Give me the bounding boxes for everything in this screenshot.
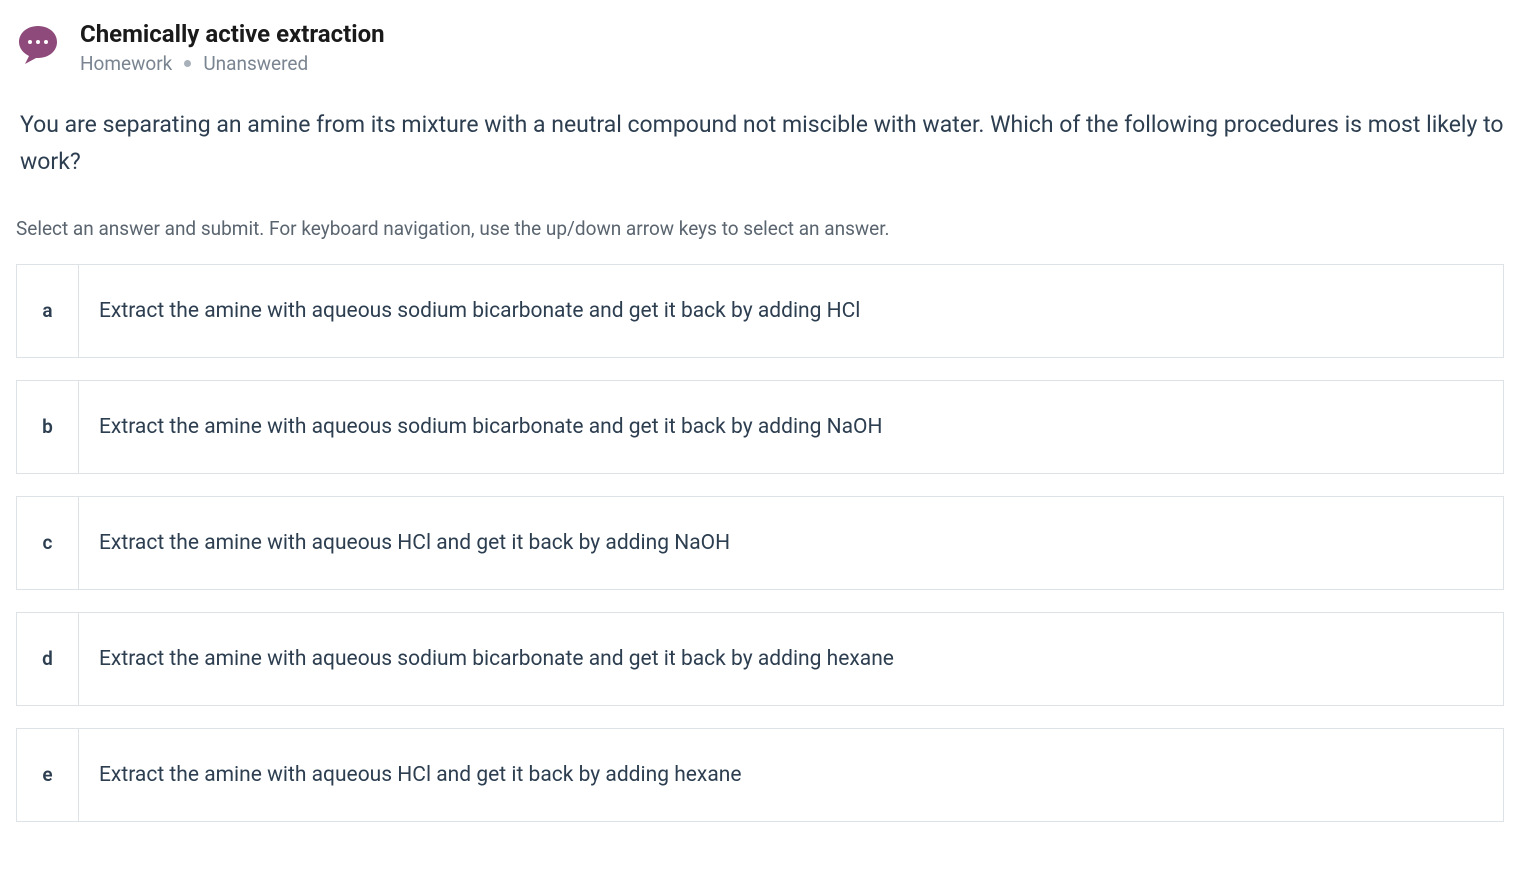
answer-instruction: Select an answer and submit. For keyboar… xyxy=(16,217,1504,240)
answer-text: Extract the amine with aqueous sodium bi… xyxy=(79,265,1503,357)
question-title: Chemically active extraction xyxy=(80,20,385,48)
answer-option-e[interactable]: e Extract the amine with aqueous HCl and… xyxy=(16,728,1504,822)
question-category: Homework xyxy=(80,52,172,75)
question-header: Chemically active extraction Homework Un… xyxy=(16,20,1504,75)
answer-letter: e xyxy=(17,729,79,821)
answer-text: Extract the amine with aqueous HCl and g… xyxy=(79,729,1503,821)
question-meta: Homework Unanswered xyxy=(80,52,385,75)
question-status: Unanswered xyxy=(203,52,308,75)
answer-option-c[interactable]: c Extract the amine with aqueous HCl and… xyxy=(16,496,1504,590)
answer-option-a[interactable]: a Extract the amine with aqueous sodium … xyxy=(16,264,1504,358)
answer-letter: b xyxy=(17,381,79,473)
meta-separator-dot xyxy=(184,60,191,67)
answer-letter: d xyxy=(17,613,79,705)
answer-option-d[interactable]: d Extract the amine with aqueous sodium … xyxy=(16,612,1504,706)
answer-text: Extract the amine with aqueous sodium bi… xyxy=(79,381,1503,473)
question-body: You are separating an amine from its mix… xyxy=(20,107,1504,181)
chat-bubble-icon xyxy=(16,22,60,66)
answer-text: Extract the amine with aqueous sodium bi… xyxy=(79,613,1503,705)
answer-options-list: a Extract the amine with aqueous sodium … xyxy=(16,264,1504,822)
answer-option-b[interactable]: b Extract the amine with aqueous sodium … xyxy=(16,380,1504,474)
answer-letter: c xyxy=(17,497,79,589)
answer-text: Extract the amine with aqueous HCl and g… xyxy=(79,497,1503,589)
header-text-block: Chemically active extraction Homework Un… xyxy=(80,20,385,75)
answer-letter: a xyxy=(17,265,79,357)
